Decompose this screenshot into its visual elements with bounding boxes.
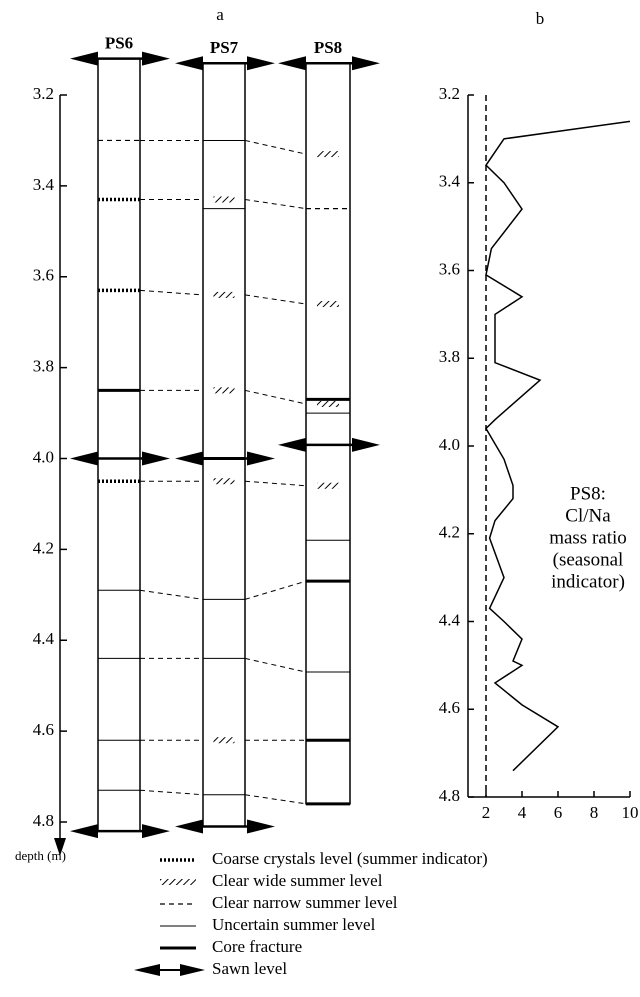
annotation: PS8: <box>570 483 606 504</box>
sawn-arrow <box>70 824 98 839</box>
sawn-level <box>70 824 170 839</box>
correlation-line <box>244 199 307 210</box>
sawn-level <box>70 51 170 66</box>
y-tick-label: 3.8 <box>33 357 54 376</box>
correlation-line <box>244 389 307 405</box>
legend-symbol <box>160 879 196 885</box>
annotation: indicator) <box>551 571 625 592</box>
y-tick-label: 3.2 <box>439 84 460 103</box>
correlation-line <box>139 789 204 796</box>
legend-label: Uncertain summer level <box>212 915 376 934</box>
wide-level <box>317 301 339 308</box>
sawn-arrow <box>175 56 203 71</box>
x-tick-label: 6 <box>554 803 563 822</box>
sawn-level <box>175 56 275 71</box>
y-tick-label: 4.0 <box>439 435 460 454</box>
legend-label: Coarse crystals level (summer indicator) <box>212 849 488 868</box>
annotation: (seasonal <box>553 549 624 570</box>
panel-label: b <box>536 9 545 28</box>
sawn-arrow <box>175 451 203 466</box>
y-tick-label: 3.6 <box>33 266 54 285</box>
legend-label: Clear narrow summer level <box>212 893 398 912</box>
sawn-arrow <box>142 451 170 466</box>
wide-level <box>317 482 339 489</box>
wide-level <box>317 400 339 407</box>
y-tick-label: 3.2 <box>33 84 54 103</box>
sawn-arrow <box>142 824 170 839</box>
correlation-line <box>244 794 307 805</box>
y-tick-label: 3.4 <box>439 172 461 191</box>
wide-level <box>213 478 235 485</box>
y-tick-label: 4.2 <box>439 523 460 542</box>
core-name: PS6 <box>105 34 133 53</box>
y-tick-label: 4.2 <box>33 538 54 557</box>
sawn-arrow <box>352 56 380 71</box>
sawn-arrow <box>70 451 98 466</box>
x-tick-label: 4 <box>518 803 527 822</box>
y-tick-label: 4.6 <box>439 698 460 717</box>
sawn-level <box>278 437 380 452</box>
panel-label: a <box>216 5 224 24</box>
legend-label: Sawn level <box>212 959 287 978</box>
sawn-arrow <box>142 51 170 66</box>
y-tick-label: 3.4 <box>33 175 55 194</box>
y-tick-label: 4.0 <box>33 447 54 466</box>
wide-level <box>317 151 339 158</box>
wide-level <box>213 737 235 744</box>
sawn-level <box>175 451 275 466</box>
correlation-line <box>244 657 307 673</box>
y-tick-label: 4.4 <box>33 629 55 648</box>
sawn-arrow <box>352 437 380 452</box>
core-name: PS8 <box>314 38 342 57</box>
sawn-arrow <box>247 451 275 466</box>
wide-level <box>213 387 235 394</box>
correlation-line <box>139 289 204 296</box>
x-tick-label: 8 <box>590 803 599 822</box>
sawn-arrow <box>247 56 275 71</box>
legend-label: Core fracture <box>212 937 302 956</box>
sawn-arrow <box>247 819 275 834</box>
annotation: mass ratio <box>549 527 627 548</box>
sawn-arrow <box>180 964 205 976</box>
y-tick-label: 4.4 <box>439 610 461 629</box>
core <box>202 62 246 828</box>
correlation-line <box>139 589 204 600</box>
core <box>97 57 141 832</box>
x-tick-label: 2 <box>482 803 491 822</box>
sawn-arrow <box>278 437 306 452</box>
sawn-arrow <box>278 56 306 71</box>
y-tick-label: 3.8 <box>439 347 460 366</box>
sawn-level <box>278 56 380 71</box>
axis-arrow <box>54 838 66 856</box>
sawn-arrow <box>175 819 203 834</box>
axis-label: depth (m) <box>15 848 66 863</box>
legend-symbol <box>134 964 205 976</box>
wide-level <box>213 291 235 298</box>
correlation-line <box>244 139 307 155</box>
sawn-arrow <box>134 964 160 976</box>
wide-level <box>213 196 235 203</box>
core <box>305 62 351 805</box>
correlation-line <box>244 580 307 600</box>
sawn-level <box>175 819 275 834</box>
x-tick-label: 10 <box>622 803 639 822</box>
core-name: PS7 <box>210 38 239 57</box>
y-tick-label: 3.6 <box>439 259 460 278</box>
data-line <box>485 120 631 772</box>
correlation-line <box>244 480 307 487</box>
y-tick-label: 4.6 <box>33 720 54 739</box>
correlation-line <box>244 294 307 305</box>
y-tick-label: 4.8 <box>33 811 54 830</box>
sawn-arrow <box>70 51 98 66</box>
y-tick-label: 4.8 <box>439 786 460 805</box>
annotation: Cl/Na <box>565 505 611 526</box>
sawn-level <box>70 451 170 466</box>
legend-label: Clear wide summer level <box>212 871 383 890</box>
